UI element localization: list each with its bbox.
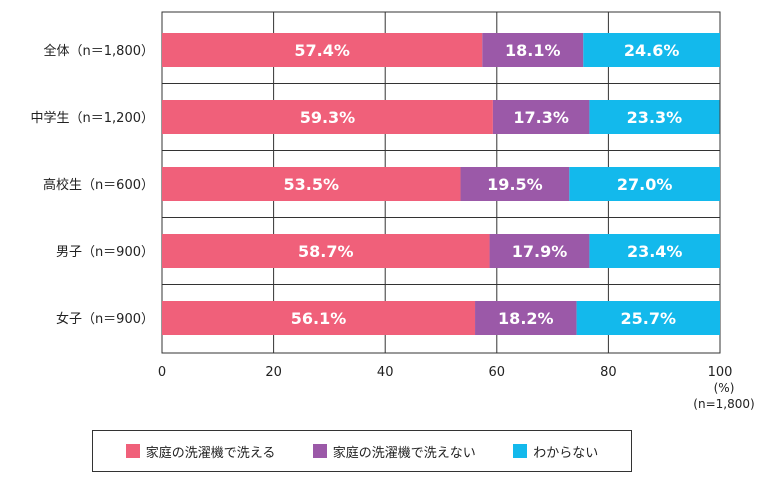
category-label: 女子（n＝900） (56, 311, 154, 327)
legend-swatch (513, 444, 528, 458)
data-label: 27.0% (617, 175, 673, 194)
legend-swatch (312, 444, 327, 458)
x-axis-unit: (%) (714, 381, 735, 395)
bar-segment (162, 167, 461, 201)
legend-label: 家庭の洗濯機で洗える (145, 445, 276, 461)
legend-label: わからない (533, 445, 599, 461)
data-label: 23.4% (627, 242, 683, 261)
data-label: 19.5% (487, 175, 543, 194)
x-tick-label: 100 (708, 365, 733, 380)
data-label: 17.3% (513, 108, 569, 127)
data-label: 57.4% (294, 41, 350, 60)
sample-size-note: (n=1,800) (693, 397, 754, 411)
bar-segment (460, 167, 570, 201)
x-tick-label: 60 (489, 365, 506, 380)
bar-segment (162, 100, 493, 134)
x-tick-label: 40 (377, 365, 394, 380)
bar-segment (475, 301, 577, 335)
legend-item: 家庭の洗濯機で洗えない (312, 442, 476, 461)
bar-segment (589, 234, 720, 268)
legend-swatch (125, 444, 140, 458)
data-label: 59.3% (300, 108, 356, 127)
data-label: 23.3% (627, 108, 683, 127)
data-label: 53.5% (284, 175, 340, 194)
data-label: 18.1% (505, 41, 561, 60)
x-tick-label: 20 (265, 365, 282, 380)
bar-segment (482, 33, 584, 67)
legend-item: わからない (513, 442, 598, 461)
x-tick-label: 80 (600, 365, 617, 380)
bar-segment (583, 33, 720, 67)
bar-segment (492, 100, 590, 134)
legend-label: 家庭の洗濯機で洗えない (332, 445, 476, 461)
data-label: 25.7% (621, 309, 677, 328)
category-label: 全体（n＝1,800） (44, 43, 154, 59)
category-label: 男子（n＝900） (56, 245, 154, 260)
category-label: 中学生（n＝1,200） (31, 110, 154, 126)
bar-segment (569, 167, 720, 201)
category-label: 高校生（n＝600） (43, 177, 154, 193)
data-label: 24.6% (624, 41, 680, 60)
bar-segment (162, 301, 476, 335)
legend: 家庭の洗濯機で洗える 家庭の洗濯機で洗えない わからない (92, 430, 632, 472)
legend-item: 家庭の洗濯機で洗える (125, 442, 276, 461)
data-label: 17.9% (512, 242, 568, 261)
bar-segment (576, 301, 720, 335)
bar-segment (162, 33, 483, 67)
bar-segment (162, 234, 490, 268)
x-tick-label: 0 (158, 365, 166, 380)
bar-segment (489, 234, 590, 268)
data-label: 58.7% (298, 242, 354, 261)
bar-segment (589, 100, 720, 134)
data-label: 18.2% (498, 309, 554, 328)
data-label: 56.1% (291, 309, 347, 328)
